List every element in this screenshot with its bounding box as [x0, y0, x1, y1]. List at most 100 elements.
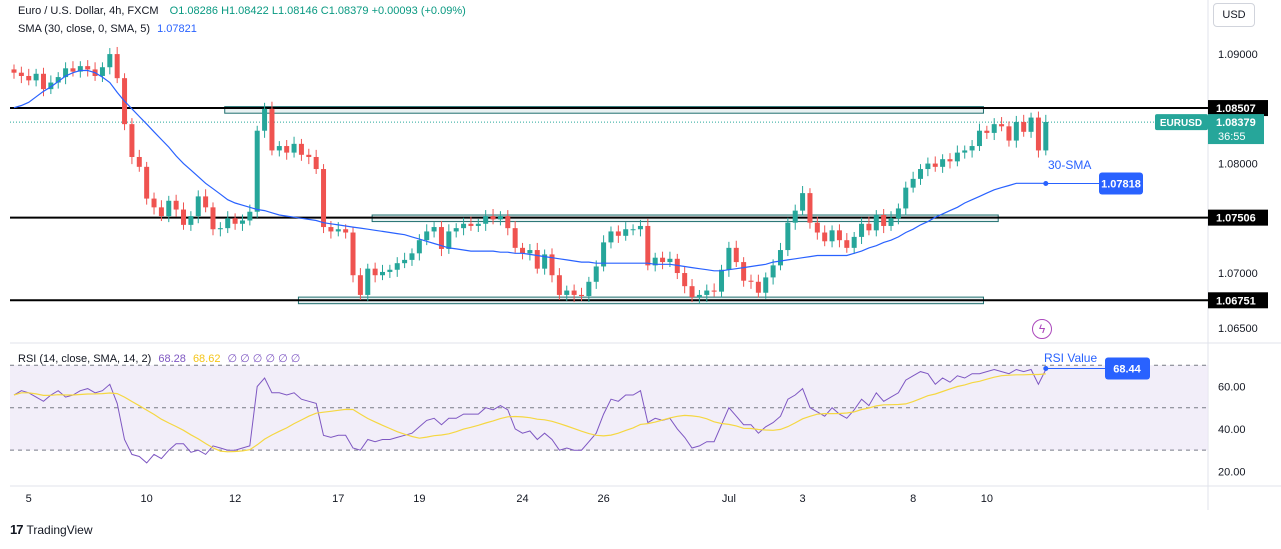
candle — [195, 196, 201, 217]
rsi-tick-label: 20.00 — [1218, 466, 1246, 478]
time-tick-label: 26 — [597, 493, 609, 505]
candle — [652, 257, 658, 266]
candle — [954, 152, 960, 162]
candle — [321, 169, 327, 228]
candle — [166, 200, 172, 217]
level-axis-box — [1208, 100, 1268, 117]
candle — [1043, 121, 1049, 151]
candle — [18, 72, 24, 76]
rsi-legend-extra: ∅ ∅ ∅ ∅ ∅ ∅ — [227, 353, 301, 365]
candle — [586, 281, 592, 297]
ohlc-change: +0.00093 (+0.09%) — [371, 5, 466, 17]
candle — [505, 216, 511, 229]
tradingview-logo-icon: 17 — [10, 522, 24, 537]
candle — [549, 254, 555, 276]
candle — [851, 236, 857, 248]
candle — [483, 216, 489, 224]
ohlc-open: O1.08286 — [169, 5, 218, 17]
time-tick-label: 17 — [332, 493, 344, 505]
candle — [497, 216, 503, 220]
candle — [468, 223, 474, 226]
rsi-value-label: 68.44 — [1113, 364, 1141, 376]
candle — [1013, 121, 1019, 141]
time-tick-label: 19 — [413, 493, 425, 505]
price-tick-label: 1.07000 — [1218, 268, 1258, 280]
ohlc-low: L1.08146 — [271, 5, 318, 17]
rsi-value-box — [1105, 357, 1150, 380]
time-tick-label: Jul — [722, 493, 736, 505]
candle — [313, 156, 319, 170]
symbol-legend: Euro / U.S. Dollar, 4h, FXCM O1.08286 H1… — [18, 5, 466, 17]
candle — [542, 254, 548, 269]
price-tick-label: 1.06500 — [1218, 323, 1258, 335]
candle — [940, 159, 946, 167]
rsi-annotation-label: RSI Value — [1044, 351, 1097, 365]
candle — [409, 253, 415, 260]
rsi-line — [13, 368, 1047, 464]
candle — [770, 265, 776, 278]
candle — [438, 227, 444, 249]
sma-legend-value: 1.07821 — [157, 23, 197, 35]
time-tick-label: 12 — [229, 493, 241, 505]
candle — [741, 262, 747, 281]
time-tick-label: 24 — [516, 493, 528, 505]
candle — [188, 216, 194, 225]
candle — [969, 146, 975, 151]
candle — [490, 216, 496, 220]
candle — [107, 54, 113, 68]
candle — [534, 250, 540, 269]
ohlc-high: H1.08422 — [221, 5, 269, 17]
rsi-legend: RSI (14, close, SMA, 14, 2) 68.28 68.62 … — [18, 352, 300, 365]
sma-legend: SMA (30, close, 0, SMA, 5) 1.07821 — [18, 23, 197, 35]
candle — [239, 220, 245, 224]
candle — [262, 108, 268, 131]
level-axis-label: 1.08507 — [1216, 103, 1256, 115]
time-tick-label: 10 — [141, 493, 153, 505]
candle — [402, 259, 408, 264]
candle — [26, 75, 32, 81]
candle — [836, 230, 842, 241]
symbol-title: Euro / U.S. Dollar, 4h, FXCM — [18, 5, 159, 17]
time-tick-label: 3 — [800, 493, 806, 505]
candle — [55, 77, 61, 83]
countdown-label: 36:55 — [1218, 131, 1246, 143]
sma-legend-label: SMA (30, close, 0, SMA, 5) — [18, 23, 151, 35]
tradingview-footer[interactable]: 17 TradingView — [10, 522, 93, 537]
candle — [85, 66, 91, 70]
candle — [380, 271, 385, 276]
candle — [689, 286, 695, 298]
zone-box-0 — [224, 106, 984, 114]
rsi-annotation-dot — [1043, 366, 1049, 372]
candle — [210, 207, 216, 230]
time-tick-label: 10 — [981, 493, 993, 505]
time-tick-label: 5 — [26, 493, 32, 505]
candle — [807, 193, 813, 223]
candle — [446, 231, 452, 249]
rsi-tick-label: 60.00 — [1218, 381, 1246, 393]
candle — [269, 108, 275, 151]
candle — [298, 143, 304, 155]
candle — [991, 124, 997, 133]
candle — [682, 273, 688, 287]
candle — [40, 73, 46, 90]
candle — [343, 229, 349, 233]
candle — [520, 247, 526, 254]
candle — [114, 54, 120, 79]
candle — [895, 208, 901, 219]
lightning-icon[interactable]: ϟ — [1032, 319, 1052, 339]
candle — [203, 196, 209, 208]
tradingview-brand: TradingView — [26, 522, 93, 537]
candle — [461, 223, 467, 229]
candle — [578, 294, 584, 297]
candle — [881, 215, 887, 226]
current-price-label: 1.08379 — [1216, 117, 1256, 129]
candle — [306, 154, 312, 157]
candle — [416, 240, 422, 254]
rsi-tick-label: 40.00 — [1218, 424, 1246, 436]
currency-button[interactable]: USD — [1213, 3, 1255, 27]
rsi-legend-label: RSI (14, close, SMA, 14, 2) — [18, 353, 152, 365]
candle — [527, 250, 533, 254]
candle — [247, 211, 253, 221]
candle — [1028, 117, 1034, 132]
